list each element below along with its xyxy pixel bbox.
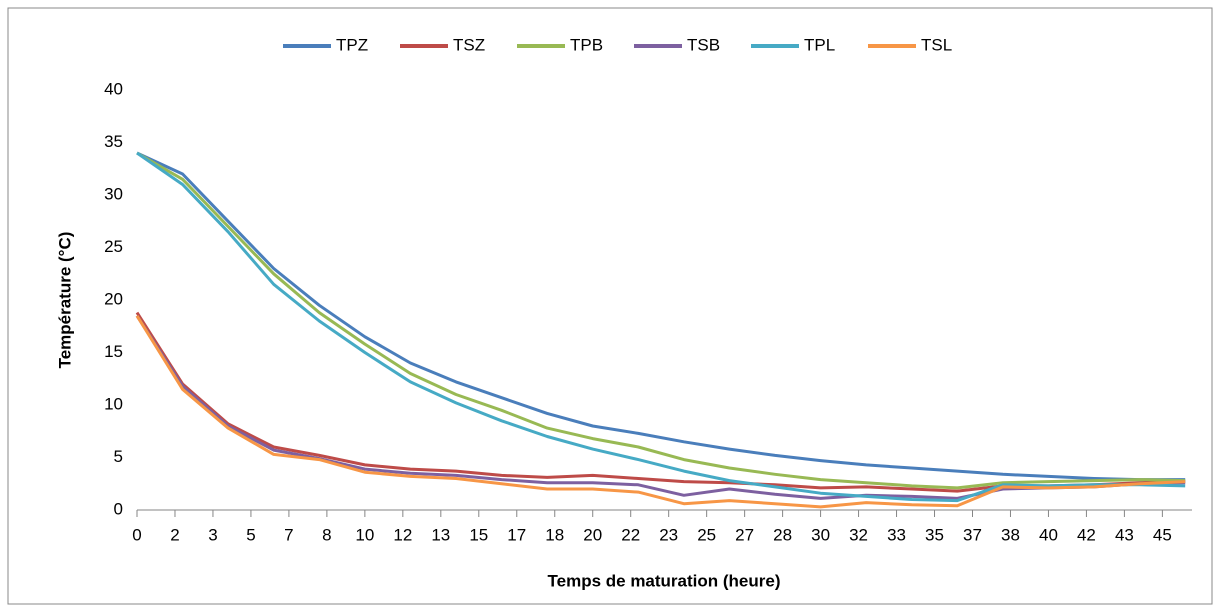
x-tick-label: 38 — [1001, 525, 1020, 544]
x-tick-label: 7 — [284, 525, 293, 544]
x-tick-label: 32 — [849, 525, 868, 544]
x-tick-label: 2 — [170, 525, 179, 544]
x-tick-label: 35 — [925, 525, 944, 544]
y-tick-label: 20 — [104, 289, 123, 308]
y-tick-label: 5 — [114, 447, 123, 466]
series-line — [135, 315, 1186, 509]
x-tick-label: 23 — [659, 525, 678, 544]
x-tick-label: 5 — [246, 525, 255, 544]
series-line — [136, 151, 1186, 503]
x-axis-title: Temps de maturation (heure) — [548, 571, 781, 590]
x-tick-label: 37 — [963, 525, 982, 544]
x-tick-label: 3 — [208, 525, 217, 544]
x-tick-label: 42 — [1077, 525, 1096, 544]
x-tick-label: 30 — [811, 525, 830, 544]
x-tick-label: 13 — [431, 525, 450, 544]
x-tick-label: 33 — [887, 525, 906, 544]
y-tick-label: 30 — [104, 184, 123, 203]
y-axis-title: Température (°C) — [55, 232, 74, 369]
x-tick-label: 10 — [355, 525, 374, 544]
x-tick-label: 25 — [697, 525, 716, 544]
legend-label: TPB — [570, 35, 603, 54]
series-line — [136, 151, 1186, 490]
legend-label: TPL — [804, 35, 835, 54]
x-tick-label: 45 — [1153, 525, 1172, 544]
x-tick-label: 20 — [583, 525, 602, 544]
x-tick-label: 17 — [507, 525, 526, 544]
x-tick-label: 8 — [322, 525, 331, 544]
series-line — [136, 151, 1186, 482]
x-tick-label: 40 — [1039, 525, 1058, 544]
x-tick-label: 28 — [773, 525, 792, 544]
y-tick-label: 0 — [114, 499, 123, 518]
legend-label: TPZ — [336, 35, 368, 54]
y-tick-label: 35 — [104, 132, 123, 151]
y-tick-label: 25 — [104, 237, 123, 256]
x-tick-label: 12 — [393, 525, 412, 544]
x-tick-label: 0 — [132, 525, 141, 544]
y-tick-label: 10 — [104, 394, 123, 413]
legend-label: TSZ — [453, 35, 485, 54]
chart-frame — [7, 7, 1213, 605]
x-tick-label: 18 — [545, 525, 564, 544]
x-tick-label: 43 — [1115, 525, 1134, 544]
x-tick-label: 22 — [621, 525, 640, 544]
y-tick-label: 40 — [104, 79, 123, 98]
legend-label: TSB — [687, 35, 720, 54]
x-tick-label: 27 — [735, 525, 754, 544]
y-tick-label: 15 — [104, 342, 123, 361]
series-line — [135, 314, 1186, 500]
legend-label: TSL — [921, 35, 952, 54]
x-tick-label: 15 — [469, 525, 488, 544]
